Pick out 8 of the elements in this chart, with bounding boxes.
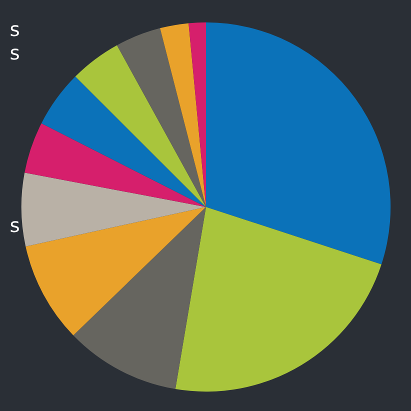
text: s: [10, 214, 20, 238]
pie-slice: [21, 172, 206, 246]
text: s: [10, 41, 20, 64]
pie-slice: [24, 123, 206, 207]
text: s: [10, 18, 20, 41]
pie-slice: [160, 23, 206, 207]
pie-slice: [188, 22, 206, 207]
pie-slice: [26, 206, 206, 336]
